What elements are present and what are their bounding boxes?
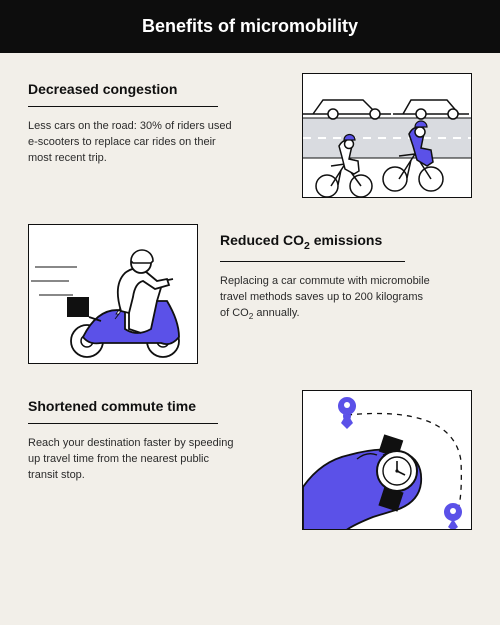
watch-route-icon: [303, 391, 472, 530]
section-title: Reduced CO2 emissions: [220, 232, 472, 252]
section-body: Replacing a car commute with micromobile…: [220, 274, 430, 323]
section-title: Decreased congestion: [28, 81, 280, 97]
divider: [28, 423, 218, 424]
divider: [28, 106, 218, 107]
page-title: Benefits of micromobility: [0, 0, 500, 53]
cyclists-icon: [303, 74, 472, 198]
section-commute: Shortened commute time Reach your destin…: [0, 370, 500, 536]
section-congestion: Decreased congestion Less cars on the ro…: [0, 53, 500, 204]
illustration-congestion: [302, 73, 472, 198]
section-body: Reach your destination faster by speedin…: [28, 436, 238, 484]
section-title: Shortened commute time: [28, 398, 280, 414]
scooter-icon: [29, 225, 198, 364]
section-body: Less cars on the road: 30% of riders use…: [28, 119, 238, 167]
section-co2: Reduced CO2 emissions Replacing a car co…: [0, 204, 500, 370]
illustration-commute: [302, 390, 472, 530]
section-text: Decreased congestion Less cars on the ro…: [28, 73, 280, 167]
illustration-co2: [28, 224, 198, 364]
divider: [220, 261, 405, 262]
section-text: Reduced CO2 emissions Replacing a car co…: [220, 224, 472, 323]
section-text: Shortened commute time Reach your destin…: [28, 390, 280, 484]
